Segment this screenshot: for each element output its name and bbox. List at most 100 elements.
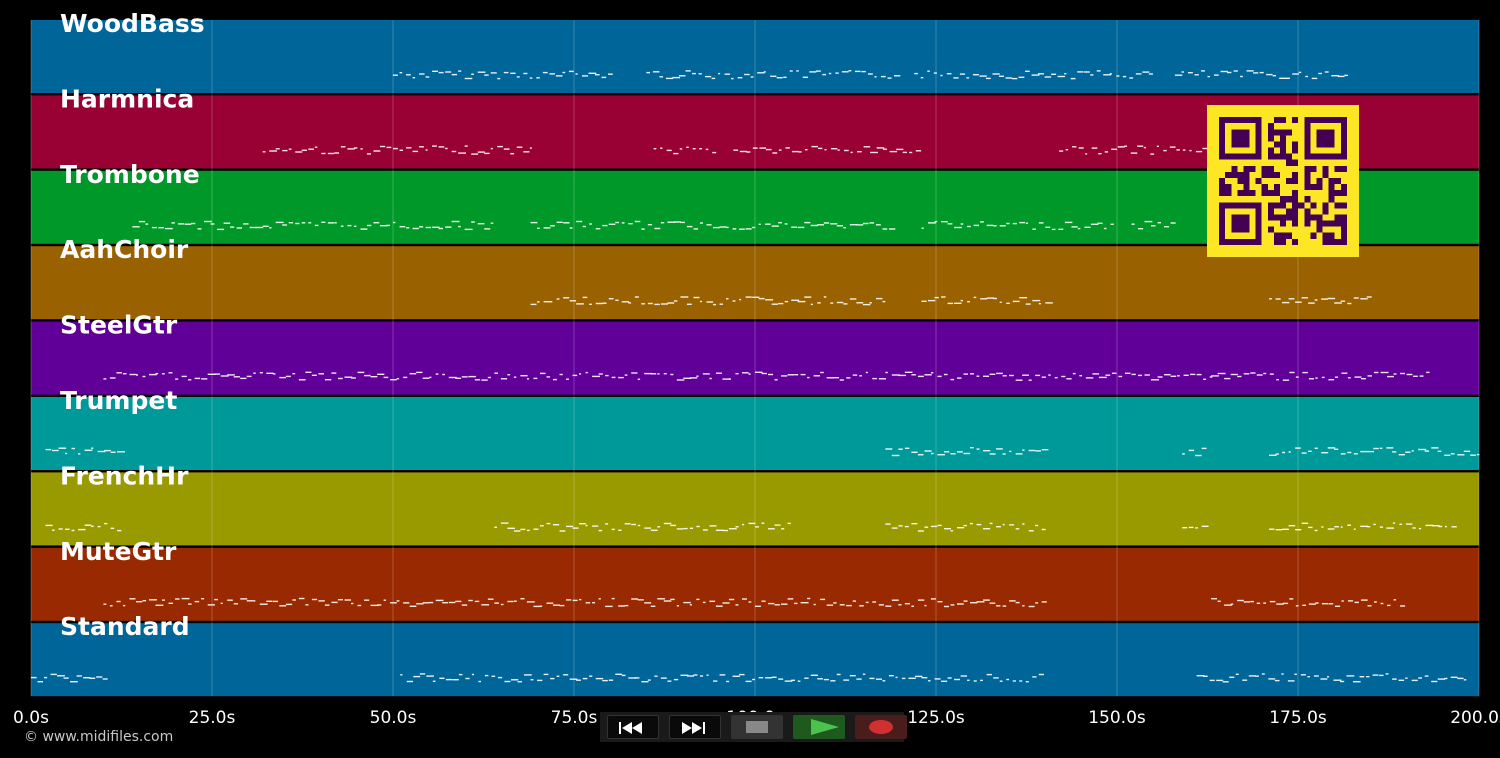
note xyxy=(1129,77,1134,79)
note xyxy=(930,525,938,528)
note xyxy=(823,678,829,681)
track-label-trumpet: Trumpet xyxy=(60,386,177,415)
note xyxy=(386,146,392,149)
note xyxy=(891,527,898,529)
note xyxy=(84,524,92,526)
note xyxy=(582,225,586,228)
note xyxy=(665,77,674,80)
note xyxy=(657,526,661,528)
note xyxy=(487,376,491,379)
note xyxy=(1214,74,1219,76)
note xyxy=(1005,77,1013,79)
note xyxy=(1431,447,1439,449)
record-icon xyxy=(869,720,893,734)
note xyxy=(1387,604,1391,607)
note xyxy=(1057,75,1065,78)
fast-forward-button[interactable] xyxy=(669,715,721,739)
note xyxy=(1294,673,1297,675)
note xyxy=(135,601,143,603)
note xyxy=(887,77,892,79)
note xyxy=(928,680,931,682)
note xyxy=(960,299,964,302)
note xyxy=(722,529,729,532)
note xyxy=(841,71,849,73)
note xyxy=(1012,300,1020,303)
track-lane-mutegtr xyxy=(31,547,1479,621)
note xyxy=(680,674,689,676)
note xyxy=(1321,452,1329,454)
note xyxy=(745,680,752,683)
note xyxy=(676,379,685,381)
note xyxy=(1320,678,1328,680)
note xyxy=(569,300,577,302)
note xyxy=(298,597,305,600)
note xyxy=(1359,676,1365,678)
note xyxy=(885,523,891,525)
note xyxy=(455,600,462,603)
note xyxy=(1032,228,1036,230)
note xyxy=(1137,374,1143,377)
note xyxy=(458,673,463,676)
rewind-button[interactable] xyxy=(607,715,659,739)
note xyxy=(956,451,963,453)
note xyxy=(351,377,356,379)
note xyxy=(611,376,616,379)
note xyxy=(435,599,444,602)
note xyxy=(425,149,428,151)
record-button[interactable] xyxy=(855,715,907,739)
note xyxy=(526,378,530,380)
note xyxy=(996,526,1001,528)
note xyxy=(771,303,778,305)
note xyxy=(442,602,448,604)
note xyxy=(637,378,641,380)
note xyxy=(976,601,985,603)
note xyxy=(1398,454,1405,456)
note xyxy=(732,300,736,302)
note xyxy=(787,374,794,376)
note xyxy=(924,450,932,452)
stop-button[interactable] xyxy=(731,715,783,739)
note xyxy=(817,678,823,680)
note xyxy=(1315,602,1319,604)
note xyxy=(770,75,777,77)
note xyxy=(1314,529,1318,532)
note xyxy=(960,223,964,225)
note xyxy=(856,678,862,680)
note xyxy=(168,602,173,604)
note xyxy=(1307,676,1310,678)
note xyxy=(1111,372,1117,374)
note xyxy=(755,526,759,528)
note xyxy=(311,598,318,601)
note xyxy=(1418,527,1422,530)
note xyxy=(1372,674,1379,676)
note xyxy=(563,297,570,299)
note xyxy=(1354,376,1362,378)
note xyxy=(1379,447,1383,449)
note xyxy=(149,373,157,376)
note xyxy=(1347,600,1354,602)
note xyxy=(970,602,978,604)
note xyxy=(97,450,106,453)
note xyxy=(1333,679,1342,681)
note xyxy=(992,73,1000,75)
note xyxy=(510,153,515,155)
note xyxy=(1144,374,1150,376)
note xyxy=(915,150,922,152)
play-button[interactable] xyxy=(793,715,845,739)
note xyxy=(233,376,240,378)
note xyxy=(1096,70,1101,72)
note xyxy=(243,223,249,225)
note xyxy=(741,598,747,600)
note xyxy=(1216,679,1224,682)
note xyxy=(1411,679,1418,682)
note xyxy=(1295,605,1299,607)
note xyxy=(654,675,658,677)
note xyxy=(1400,372,1405,375)
note xyxy=(1150,153,1155,155)
note xyxy=(282,149,288,152)
note xyxy=(917,375,924,378)
note xyxy=(859,375,862,377)
note xyxy=(1084,226,1091,228)
note xyxy=(618,529,622,531)
note xyxy=(445,678,453,681)
